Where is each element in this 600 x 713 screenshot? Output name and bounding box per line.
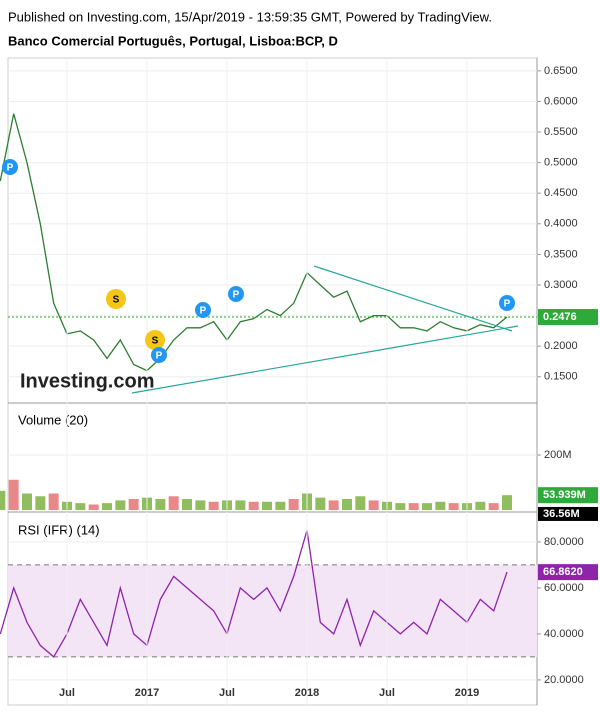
y-tick-label: 0.5000 [544, 157, 578, 169]
ma-badge [538, 506, 598, 521]
volume-bar [8, 479, 19, 510]
trend-line [313, 265, 513, 332]
volume-bar [328, 500, 339, 510]
volume-bar [75, 503, 86, 510]
current-label: 0.2476 [543, 311, 577, 323]
y-tick-label: 40.0000 [544, 628, 584, 640]
plots: 0.15000.20000.25000.30000.35000.40000.45… [0, 58, 598, 705]
y-tick-label: 60.0000 [544, 582, 584, 594]
volume-bar [168, 496, 179, 510]
y-tick-label: 0.4000 [544, 218, 578, 230]
event-label: P [504, 299, 511, 310]
x-tick-label: Jul [59, 687, 75, 699]
y-tick-label: 0.2000 [544, 340, 578, 352]
x-tick-label: 2017 [135, 687, 159, 699]
event-marker [228, 286, 244, 302]
y-tick-label: 0.3500 [544, 248, 578, 260]
current-label: 66.8620 [543, 566, 583, 578]
volume-bar [35, 496, 46, 510]
event-label: P [233, 290, 240, 301]
watermark: Investing.com [20, 370, 154, 392]
y-tick-label: 20.0000 [544, 674, 584, 686]
volume-bar [102, 503, 112, 510]
y-tick-label: 80.0000 [544, 536, 584, 548]
panel-title: RSI (IFR) (14) [18, 522, 100, 537]
volume-bar [315, 497, 326, 510]
volume-bar [448, 503, 459, 510]
volume-bar [275, 501, 286, 510]
volume-bar [342, 499, 352, 510]
y-tick-label: 0.4500 [544, 187, 578, 199]
x-tick-label: 2018 [295, 687, 319, 699]
y-tick-label: 200M [544, 449, 572, 461]
event-marker [106, 289, 126, 309]
event-marker [195, 302, 211, 318]
volume-bar [288, 499, 299, 510]
volume-bar [435, 501, 446, 510]
published: Published on Investing.com, 15/Apr/2019 … [8, 9, 492, 24]
panel-title: Volume (20) [18, 412, 88, 427]
x-tick-label: Jul [219, 687, 235, 699]
volume-bar [355, 496, 366, 510]
volume-bar [208, 501, 219, 510]
y-tick-label: 0.5500 [544, 126, 578, 138]
rsi-band [8, 564, 537, 657]
current-badge [538, 487, 598, 504]
volume-bar [22, 493, 32, 510]
volume-bar [128, 499, 139, 510]
x-tick-label: Jul [379, 687, 395, 699]
volume-bar [262, 501, 272, 510]
volume-bar [182, 499, 192, 510]
event-label: P [156, 351, 163, 362]
y-tick-label: 0.6000 [544, 95, 578, 107]
price-line [0, 530, 508, 658]
volume-bar [115, 500, 126, 510]
volume-bar [395, 503, 406, 510]
event-label: P [7, 163, 14, 174]
current-label: 53.939M [543, 489, 586, 501]
event-marker [2, 159, 18, 175]
volume-bar [195, 500, 206, 510]
volume-bar [488, 503, 499, 510]
volume-bar [0, 490, 6, 510]
event-label: S [113, 295, 120, 306]
event-label: S [152, 336, 159, 347]
volume-bar [502, 495, 512, 510]
x-tick-label: 2019 [455, 687, 479, 699]
volume-bar [155, 499, 166, 510]
price-line [0, 113, 508, 372]
event-marker [145, 330, 165, 350]
ma-label: 36.56M [543, 508, 580, 520]
volume-bar [475, 501, 486, 510]
volume-bar [235, 500, 246, 510]
y-tick-label: 0.3000 [544, 279, 578, 291]
chart-title: Banco Comercial Português, Portugal, Lis… [8, 33, 338, 48]
event-marker [499, 295, 515, 311]
trend-line [131, 325, 519, 394]
volume-bar [422, 503, 432, 510]
volume-bar [368, 500, 379, 510]
volume-bar [248, 501, 259, 510]
volume-bar [88, 504, 99, 510]
event-marker [151, 347, 167, 363]
volume-bar [408, 503, 419, 510]
y-tick-label: 0.1500 [544, 371, 578, 383]
current-badge [538, 564, 598, 581]
current-badge [538, 309, 598, 326]
volume-bar [48, 493, 59, 510]
event-label: P [200, 306, 207, 317]
y-tick-label: 0.6500 [544, 65, 578, 77]
